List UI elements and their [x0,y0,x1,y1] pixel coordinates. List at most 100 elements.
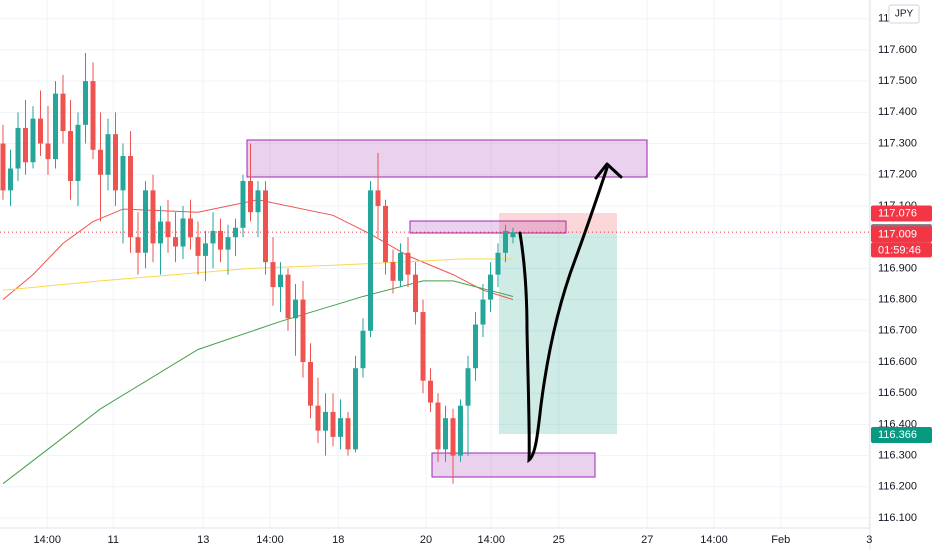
y-tick-label: 116.800 [878,293,917,305]
candle-body [338,418,343,437]
candle-body [158,221,163,244]
x-tick-label: 3 [866,534,872,546]
countdown-box [871,242,932,258]
candle-body [405,252,411,275]
candle-body [68,131,73,181]
pen-arrow [518,166,609,464]
y-tick-label: 116.600 [878,356,917,368]
candle-body [473,324,478,369]
x-tick-label: 18 [332,534,344,546]
price-label: 117.076 [878,207,917,219]
candle-body [270,262,276,288]
y-tick-label: 116.200 [878,481,917,493]
candle-body [278,274,283,288]
candle-body [345,418,351,450]
candle-body [285,274,291,319]
candle-body [503,230,508,253]
candle-body [435,402,441,450]
currency-box [888,4,920,24]
candle-body [263,190,268,263]
moving-average [2,280,514,485]
y-tick-label: 117.600 [878,44,917,56]
candle-body [105,134,111,175]
candle-body [443,418,448,450]
y-tick-label: 116.900 [878,262,917,274]
candle-body [255,190,261,213]
candle-body [308,361,313,406]
y-tick-label: 117.500 [878,75,917,87]
y-tick-label: 116.700 [878,325,917,337]
candle-body [53,93,58,160]
candles [0,53,516,484]
candle-body [150,190,156,244]
y-tick-label: 117.200 [878,169,917,181]
candle-body [30,118,36,163]
demand-zone [431,452,596,478]
y-tick-label: 116.300 [878,450,917,462]
candle-body [218,230,223,250]
candle-body [135,237,141,253]
candle-body [23,127,28,163]
countdown: 01:59:46 [878,244,921,256]
y-tick-label: 117.300 [878,137,917,149]
candle-body [480,299,486,325]
candle-body [353,368,358,450]
x-tick-label: 20 [420,534,432,546]
y-tick-label: 117.400 [878,106,917,118]
stop-area [499,213,617,233]
candle-body [360,330,366,369]
candle-body [0,143,6,191]
candle-body [293,299,298,319]
price-label-box [871,205,932,222]
candle-body [98,149,103,175]
candle-body [233,227,238,238]
candle-body [143,190,148,253]
arrow-head [594,162,623,180]
x-tick-label: 14:00 [477,534,505,546]
candle-body [458,405,463,456]
candle-body [383,205,388,263]
candle-body [113,134,118,191]
y-tick-label: 116.100 [878,512,917,524]
x-tick-label: 11 [108,534,119,546]
candle-body [368,190,373,331]
price-label: 116.366 [878,429,917,441]
axes: 116.100116.200116.300116.400116.500116.6… [33,4,932,546]
candle-body [240,180,246,228]
entry-zone [409,220,567,234]
candle-body [210,230,216,244]
moving-average [2,258,513,291]
x-tick-label: 14:00 [700,534,728,546]
candle-body [315,405,321,431]
candle-body [488,274,493,300]
candle-body [195,237,201,256]
candle-body [128,156,133,238]
grid [0,0,870,528]
candle-body [465,368,471,406]
candle-body [75,124,81,181]
candle-body [38,118,43,144]
candle-body [390,262,396,281]
price-label: 117.009 [878,228,917,240]
candle-body [375,190,381,206]
candle-body [248,180,253,213]
x-tick-label: 25 [553,534,565,546]
candle-body [495,252,501,275]
candle-body [188,218,193,238]
candle-body [510,232,516,238]
x-tick-label: 27 [641,534,653,546]
x-tick-label: 14:00 [33,534,61,546]
currency: JPY [895,9,914,20]
candle-body [330,411,336,437]
candle-body [428,380,433,403]
candle-body [8,168,13,191]
candle-body [225,237,231,250]
price-label-box [871,226,932,243]
x-tick-label: Feb [771,534,790,546]
candle-body [165,221,171,238]
candle-body [450,418,456,456]
supply-zone [246,139,648,178]
candle-body [45,143,51,160]
candle-body [15,127,21,169]
